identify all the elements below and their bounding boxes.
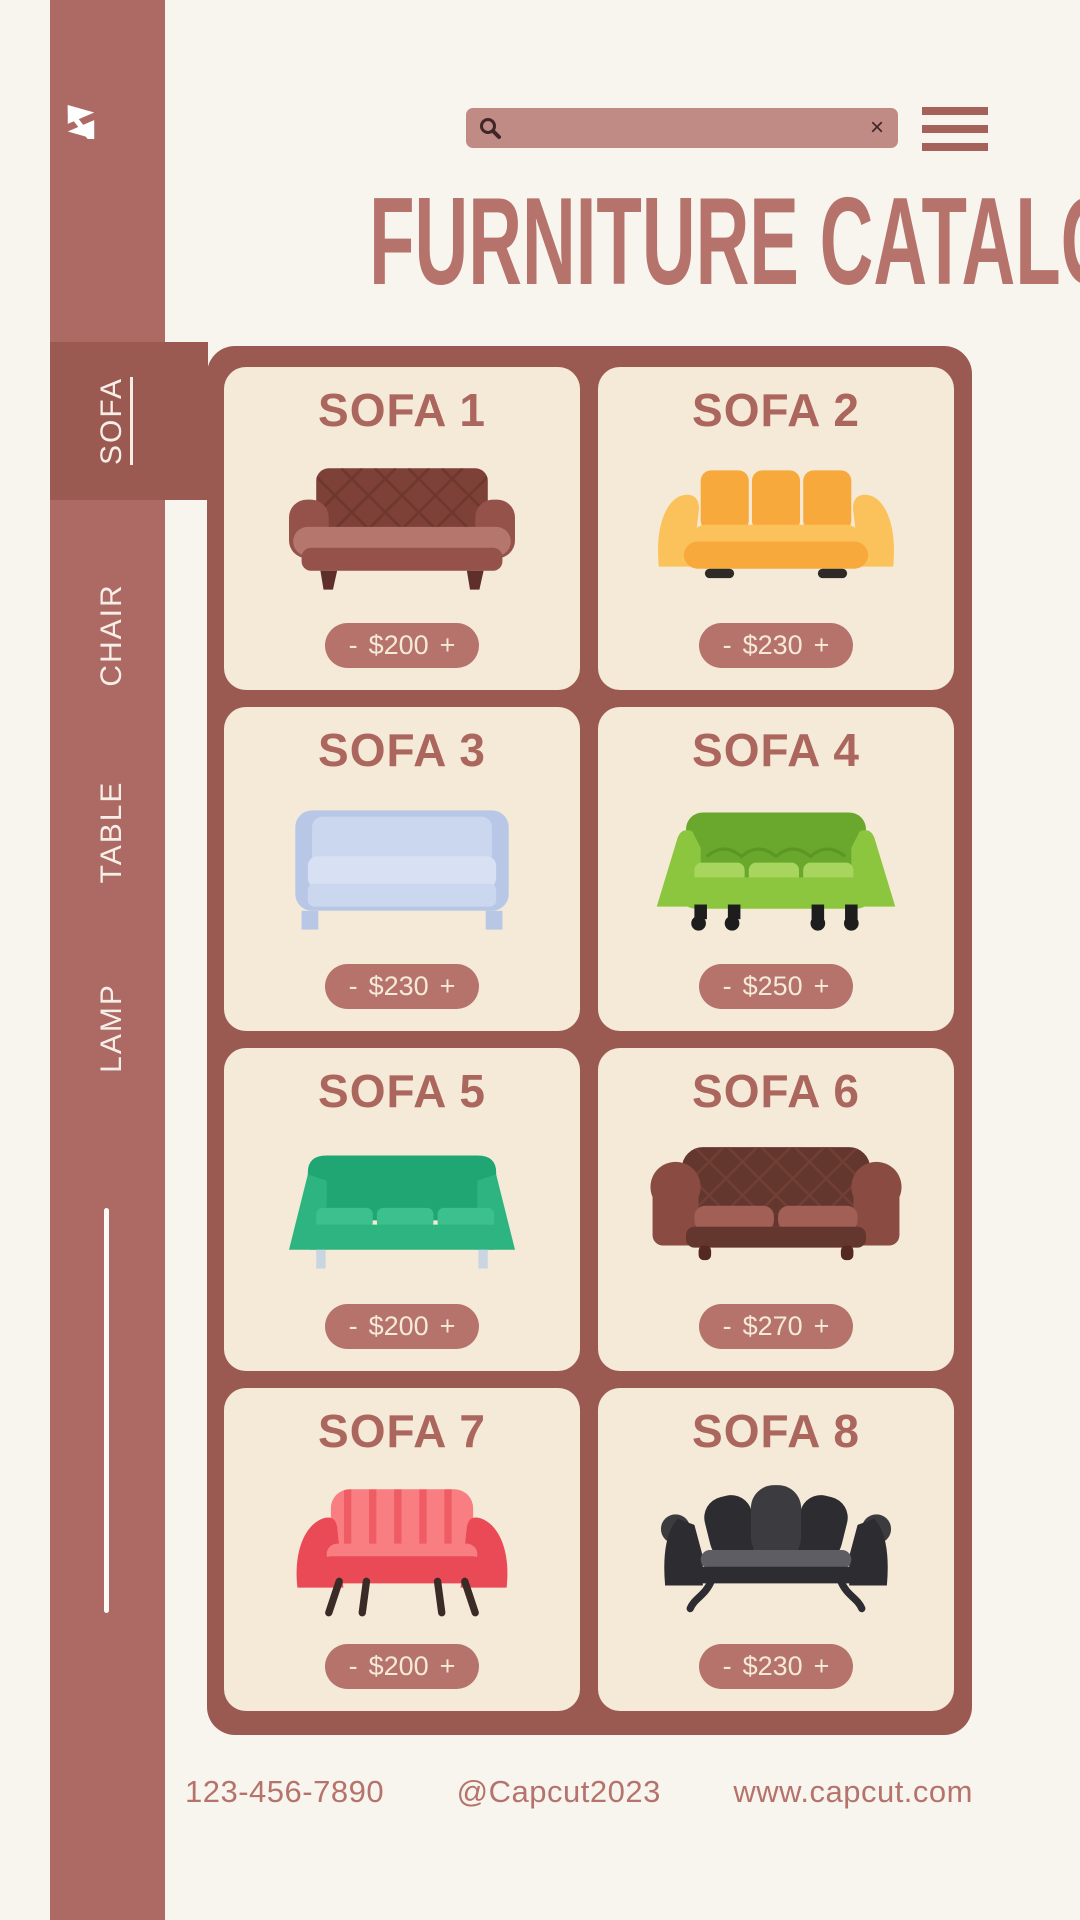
website-url: www.capcut.com bbox=[733, 1774, 973, 1809]
price-stepper[interactable]: - $200 + bbox=[325, 623, 479, 669]
price-stepper[interactable]: - $230 + bbox=[699, 623, 853, 669]
product-card-sofa-4[interactable]: SOFA 4 - $250 bbox=[598, 707, 954, 1031]
product-card-sofa-8[interactable]: SOFA 8 - $230 + bbox=[598, 1387, 954, 1711]
clear-search-button[interactable]: × bbox=[869, 114, 884, 141]
price-stepper[interactable]: - $200 + bbox=[325, 1303, 479, 1349]
product-card-sofa-3[interactable]: SOFA 3 - $230 + bbox=[224, 707, 580, 1031]
product-title: SOFA 6 bbox=[692, 1064, 860, 1117]
capcut-logo-icon bbox=[67, 105, 95, 139]
menu-line bbox=[922, 125, 988, 133]
product-title: SOFA 3 bbox=[318, 724, 486, 777]
catalog-panel: SOFA 1 - $200 + SOFA 2 bbox=[207, 346, 972, 1735]
sofa-2-illustration bbox=[640, 455, 912, 605]
price-stepper[interactable]: - $270 + bbox=[699, 1303, 853, 1349]
product-title: SOFA 8 bbox=[692, 1404, 860, 1457]
menu-line bbox=[922, 143, 988, 151]
sidebar-decorative-line bbox=[104, 1208, 109, 1613]
product-title: SOFA 1 bbox=[318, 384, 486, 436]
product-title: SOFA 7 bbox=[318, 1404, 486, 1457]
price-label: $200 bbox=[368, 1651, 429, 1681]
decrease-price-button[interactable]: - bbox=[348, 1651, 358, 1681]
search-input[interactable] bbox=[510, 107, 860, 149]
sidebar-item-lamp[interactable]: LAMP bbox=[92, 948, 132, 1108]
sidebar-item-table[interactable]: TABLE bbox=[92, 752, 132, 912]
sidebar-item-label: SOFA bbox=[95, 376, 128, 466]
product-card-sofa-1[interactable]: SOFA 1 - $200 + bbox=[224, 367, 580, 691]
sofa-8-illustration bbox=[640, 1476, 912, 1626]
sidebar-item-chair[interactable]: CHAIR bbox=[92, 555, 132, 715]
price-stepper[interactable]: - $200 + bbox=[325, 1644, 479, 1689]
decrease-price-button[interactable]: - bbox=[722, 630, 732, 661]
price-label: $230 bbox=[368, 970, 429, 1001]
sidebar-item-sofa[interactable]: SOFA bbox=[92, 341, 132, 501]
product-card-sofa-5[interactable]: SOFA 5 - $200 + bbox=[224, 1047, 580, 1371]
decrease-price-button[interactable]: - bbox=[348, 630, 358, 661]
increase-price-button[interactable]: + bbox=[439, 1651, 456, 1681]
search-icon bbox=[480, 118, 501, 139]
sofa-6-illustration bbox=[640, 1136, 912, 1286]
sofa-1-illustration bbox=[266, 455, 538, 605]
social-handle: @Capcut2023 bbox=[456, 1774, 661, 1809]
price-stepper[interactable]: - $230 + bbox=[325, 963, 479, 1009]
product-title: SOFA 2 bbox=[692, 384, 860, 436]
product-title: SOFA 4 bbox=[692, 724, 860, 777]
price-label: $270 bbox=[742, 1310, 803, 1341]
product-card-sofa-2[interactable]: SOFA 2 - $230 + bbox=[598, 367, 954, 691]
product-title: SOFA 5 bbox=[318, 1064, 486, 1117]
decrease-price-button[interactable]: - bbox=[722, 1651, 732, 1681]
search-bar[interactable]: × bbox=[466, 107, 898, 149]
increase-price-button[interactable]: + bbox=[439, 630, 456, 661]
decrease-price-button[interactable]: - bbox=[722, 970, 732, 1001]
active-tab-highlight bbox=[50, 342, 208, 500]
increase-price-button[interactable]: + bbox=[813, 970, 830, 1001]
increase-price-button[interactable]: + bbox=[439, 970, 456, 1001]
sofa-5-illustration bbox=[266, 1136, 538, 1286]
decrease-price-button[interactable]: - bbox=[348, 1310, 358, 1341]
price-stepper[interactable]: - $250 + bbox=[699, 963, 853, 1009]
increase-price-button[interactable]: + bbox=[439, 1310, 456, 1341]
price-stepper[interactable]: - $230 + bbox=[699, 1644, 853, 1689]
menu-line bbox=[922, 107, 988, 115]
sidebar-item-label: LAMP bbox=[95, 983, 128, 1073]
hamburger-menu-button[interactable] bbox=[922, 107, 988, 151]
increase-price-button[interactable]: + bbox=[813, 1310, 830, 1341]
page-title: FURNITURE CATALOG bbox=[369, 173, 1080, 311]
sidebar-item-label: TABLE bbox=[95, 780, 128, 884]
sofa-3-illustration bbox=[266, 795, 538, 945]
price-label: $250 bbox=[742, 970, 803, 1001]
phone-number: 123-456-7890 bbox=[185, 1774, 385, 1809]
sofa-7-illustration bbox=[266, 1476, 538, 1626]
footer: 123-456-7890 @Capcut2023 www.capcut.com bbox=[185, 1774, 973, 1810]
increase-price-button[interactable]: + bbox=[813, 630, 830, 661]
decrease-price-button[interactable]: - bbox=[348, 970, 358, 1001]
price-label: $200 bbox=[368, 630, 429, 661]
price-label: $230 bbox=[742, 1651, 803, 1681]
product-card-sofa-6[interactable]: SOFA 6 - $270 bbox=[598, 1047, 954, 1371]
sofa-4-illustration bbox=[640, 795, 912, 945]
sidebar-item-label: CHAIR bbox=[95, 583, 128, 687]
price-label: $200 bbox=[368, 1310, 429, 1341]
increase-price-button[interactable]: + bbox=[813, 1651, 830, 1681]
product-card-sofa-7[interactable]: SOFA 7 - $200 + bbox=[224, 1387, 580, 1711]
decrease-price-button[interactable]: - bbox=[722, 1310, 732, 1341]
price-label: $230 bbox=[742, 630, 803, 661]
